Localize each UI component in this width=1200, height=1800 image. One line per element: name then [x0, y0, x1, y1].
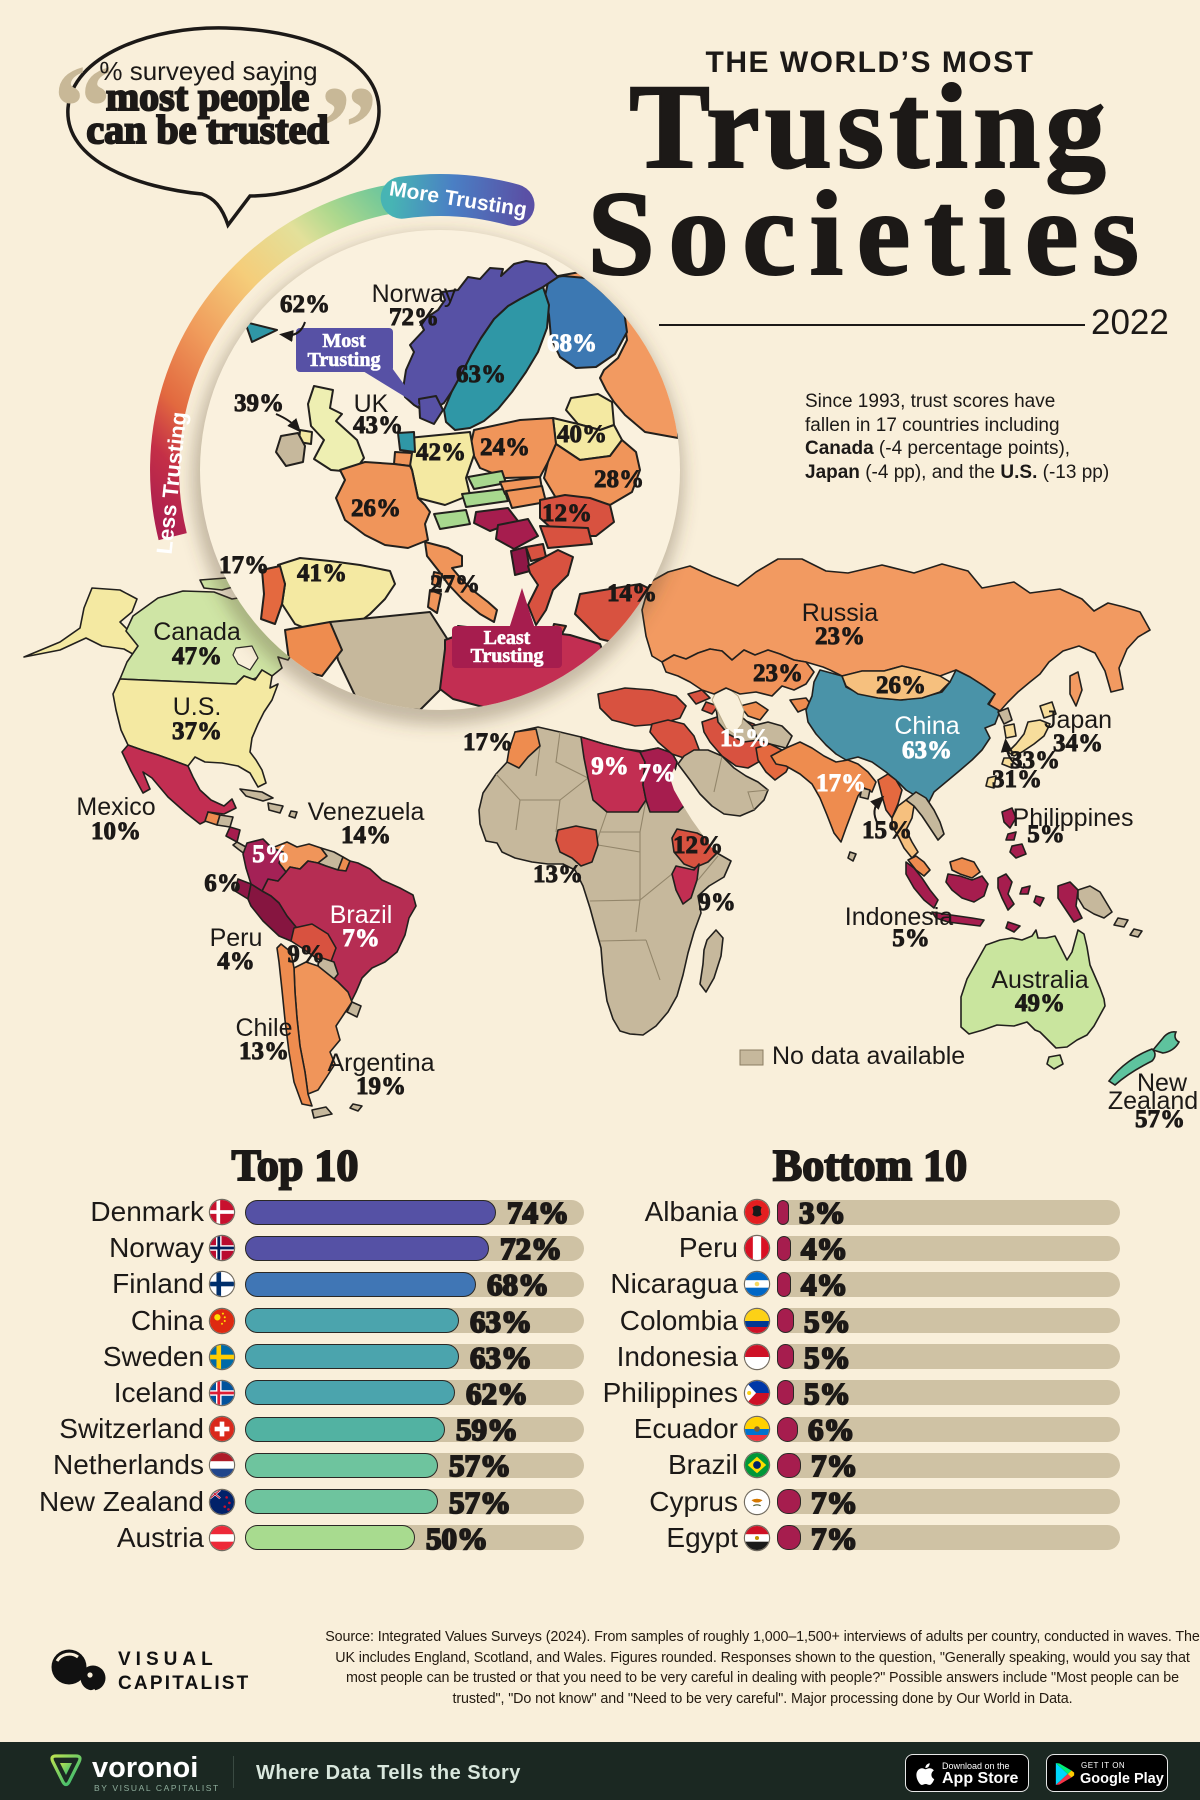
svg-text:17%: 17% [219, 552, 269, 579]
svg-text:13%: 13% [533, 861, 583, 888]
svg-text:43%: 43% [353, 412, 403, 439]
svg-text:49%: 49% [1015, 990, 1065, 1017]
svg-text:6%: 6% [204, 870, 242, 897]
svg-text:23%: 23% [815, 623, 865, 650]
svg-text:13%: 13% [239, 1038, 289, 1065]
svg-text:31%: 31% [992, 766, 1042, 793]
svg-text:9%: 9% [698, 889, 736, 916]
svg-text:5%: 5% [1027, 821, 1065, 848]
svg-text:17%: 17% [463, 729, 513, 756]
svg-text:63%: 63% [902, 737, 952, 764]
svg-text:23%: 23% [753, 660, 803, 687]
svg-text:Zealand: Zealand [1108, 1087, 1198, 1115]
svg-text:62%: 62% [280, 291, 330, 318]
svg-text:U.S.: U.S. [173, 693, 222, 721]
svg-text:Brazil: Brazil [330, 901, 393, 929]
svg-text:7%: 7% [638, 760, 676, 787]
svg-text:CAPITALIST: CAPITALIST [118, 1673, 250, 1694]
svg-text:9%: 9% [287, 941, 325, 968]
svg-text:41%: 41% [297, 560, 347, 587]
svg-text:26%: 26% [351, 495, 401, 522]
svg-text:37%: 37% [172, 718, 222, 745]
svg-text:Japan: Japan [1044, 706, 1112, 734]
svg-text:Indonesia: Indonesia [845, 903, 954, 931]
svg-text:VISUAL: VISUAL [118, 1649, 218, 1670]
svg-text:34%: 34% [1053, 730, 1103, 757]
svg-text:Trusting: Trusting [308, 349, 381, 371]
svg-text:7%: 7% [342, 925, 380, 952]
svg-text:63%: 63% [456, 361, 506, 388]
svg-text:12%: 12% [542, 500, 592, 527]
svg-text:14%: 14% [341, 822, 391, 849]
svg-text:China: China [894, 712, 959, 740]
svg-text:12%: 12% [673, 832, 723, 859]
svg-text:UK: UK [354, 390, 389, 418]
svg-text:Philippines: Philippines [1013, 804, 1134, 832]
svg-text:15%: 15% [862, 817, 912, 844]
svg-text:42%: 42% [416, 439, 466, 466]
svg-text:Argentina: Argentina [327, 1049, 434, 1077]
svg-text:Norway: Norway [372, 280, 457, 308]
svg-text:17%: 17% [816, 770, 866, 797]
svg-text:Mexico: Mexico [76, 793, 155, 821]
svg-text:Venezuela: Venezuela [308, 798, 425, 826]
svg-text:19%: 19% [356, 1073, 406, 1100]
svg-text:9%: 9% [591, 753, 629, 780]
svg-text:14%: 14% [607, 580, 657, 607]
svg-text:5%: 5% [252, 841, 290, 868]
svg-text:40%: 40% [557, 421, 607, 448]
svg-text:27%: 27% [430, 571, 480, 598]
svg-text:No data available: No data available [772, 1042, 965, 1070]
svg-text:Most: Most [322, 330, 366, 352]
svg-text:Russia: Russia [802, 599, 879, 627]
svg-text:68%: 68% [547, 330, 597, 357]
svg-text:Peru: Peru [210, 924, 263, 952]
svg-text:26%: 26% [876, 672, 926, 699]
svg-text:4%: 4% [217, 948, 255, 975]
svg-text:Least: Least [484, 627, 531, 649]
svg-text:33%: 33% [1010, 747, 1060, 774]
svg-text:Australia: Australia [991, 966, 1088, 994]
svg-text:”: ” [318, 61, 378, 194]
svg-text:39%: 39% [234, 390, 284, 417]
svg-text:15%: 15% [720, 725, 770, 752]
svg-text:24%: 24% [480, 434, 530, 461]
svg-text:Canada: Canada [153, 618, 241, 646]
svg-text:10%: 10% [91, 818, 141, 845]
svg-text:57%: 57% [1135, 1106, 1185, 1133]
svg-text:Chile: Chile [236, 1014, 293, 1042]
svg-text:72%: 72% [389, 304, 439, 331]
svg-text:New: New [1137, 1069, 1188, 1097]
svg-text:“: “ [53, 40, 113, 173]
svg-text:Trusting: Trusting [471, 645, 544, 667]
svg-text:47%: 47% [172, 643, 222, 670]
svg-text:28%: 28% [594, 466, 644, 493]
svg-text:5%: 5% [892, 925, 930, 952]
